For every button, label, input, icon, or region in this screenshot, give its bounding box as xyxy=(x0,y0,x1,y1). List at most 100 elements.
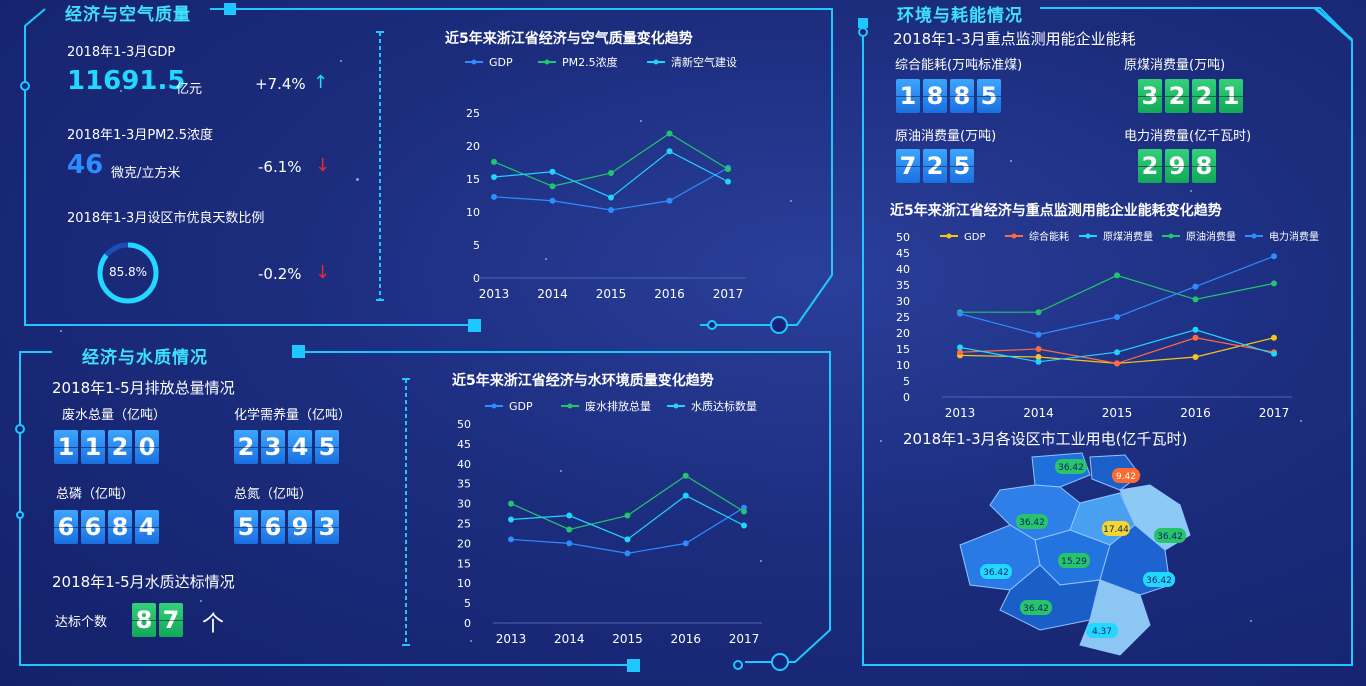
legend-item[interactable]: GDP xyxy=(485,400,533,413)
data-point xyxy=(666,197,673,204)
legend-dot xyxy=(653,59,659,65)
x-tick-label: 2013 xyxy=(945,406,976,420)
digit: 8 xyxy=(1192,149,1216,183)
data-point xyxy=(608,207,614,214)
data-point xyxy=(624,536,631,543)
x-tick-label: 2017 xyxy=(1259,406,1290,420)
data-point xyxy=(666,148,673,155)
total-energy-label: 综合能耗(万吨标准煤) xyxy=(895,58,1023,73)
series-line xyxy=(960,274,1275,313)
x-tick-label: 2015 xyxy=(1102,406,1133,420)
data-point xyxy=(682,492,689,499)
quality-title: 2018年1-5月水质达标情况 xyxy=(52,573,235,591)
days-ring xyxy=(97,242,159,304)
digit: 8 xyxy=(132,603,156,637)
digit: 9 xyxy=(1165,149,1189,183)
nitrogen-digits: 5 6 9 3 xyxy=(234,510,339,544)
digit: 5 xyxy=(234,510,258,544)
y-tick-label: 20 xyxy=(457,537,471,550)
legend-item[interactable]: PM2.5浓度 xyxy=(538,55,618,69)
series-line xyxy=(493,132,729,187)
data-point xyxy=(957,349,963,356)
map-label: 36.42 xyxy=(1016,514,1048,529)
digit: 5 xyxy=(315,430,339,464)
data-point xyxy=(957,344,963,351)
data-point xyxy=(1035,309,1042,316)
data-point xyxy=(741,522,747,529)
data-point xyxy=(666,130,673,137)
coal-digits: 3 2 2 1 xyxy=(1138,79,1243,113)
energy-subtitle: 2018年1-3月重点监测用能企业能耗 xyxy=(893,30,1136,48)
digit: 3 xyxy=(1138,79,1162,113)
digit: 1 xyxy=(896,79,920,113)
water-section-title: 经济与水质情况 xyxy=(82,348,208,368)
legend-item[interactable]: 综合能耗 xyxy=(1005,230,1069,243)
legend-dot xyxy=(1011,233,1017,239)
digit: 2 xyxy=(234,430,258,464)
data-point xyxy=(624,512,631,519)
digit: 2 xyxy=(108,430,132,464)
gdp-unit: 亿元 xyxy=(176,82,203,97)
digit: 2 xyxy=(1192,79,1216,113)
y-tick-label: 0 xyxy=(464,617,471,630)
series-line xyxy=(510,475,745,531)
map-label-text: 15.29 xyxy=(1061,557,1087,567)
data-point xyxy=(725,178,731,185)
legend-item[interactable]: 水质达标数量 xyxy=(667,399,757,413)
legend-item[interactable]: GDP xyxy=(940,232,985,243)
legend-item[interactable]: 清新空气建设 xyxy=(647,55,737,69)
data-point xyxy=(608,170,614,177)
legend-dot xyxy=(946,233,952,239)
y-tick-label: 45 xyxy=(896,247,910,260)
map-label: 4.37 xyxy=(1086,623,1118,638)
legend-item[interactable]: GDP xyxy=(465,56,513,69)
days-value: 85.8% xyxy=(108,265,148,279)
y-tick-label: 5 xyxy=(464,597,471,610)
air-chart-title: 近5年来浙江省经济与空气质量变化趋势 xyxy=(445,31,693,47)
legend-label: 废水排放总量 xyxy=(585,399,651,413)
pm-value: 46 xyxy=(67,150,104,180)
x-tick-label: 2014 xyxy=(537,287,568,301)
data-point xyxy=(1271,334,1277,341)
air-section-title: 经济与空气质量 xyxy=(65,5,191,25)
data-point xyxy=(1114,314,1120,320)
y-tick-label: 15 xyxy=(466,173,480,186)
map-label-text: 4.37 xyxy=(1092,627,1112,637)
legend-label: 综合能耗 xyxy=(1029,230,1069,243)
x-tick-label: 2014 xyxy=(554,632,585,646)
wastewater-label: 废水总量（亿吨） xyxy=(62,408,167,423)
zhejiang-map: 36.42 9.42 36.42 17.44 36.42 15.29 36.42… xyxy=(959,452,1191,656)
data-point xyxy=(491,158,497,165)
y-tick-label: 25 xyxy=(466,107,480,120)
total-energy-digits: 1 8 8 5 xyxy=(896,79,1001,113)
energy-section-title: 环境与耗能情况 xyxy=(897,6,1023,26)
x-tick-label: 2016 xyxy=(670,632,701,646)
legend-item[interactable]: 电力消费量 xyxy=(1245,230,1319,243)
arrow-down-icon: ↓ xyxy=(315,155,331,176)
digit: 8 xyxy=(950,79,974,113)
data-point xyxy=(1271,253,1277,260)
y-tick-label: 35 xyxy=(457,478,471,491)
emission-title: 2018年1-5月排放总量情况 xyxy=(52,379,235,397)
digit: 4 xyxy=(135,510,159,544)
data-point xyxy=(741,508,747,515)
legend-item[interactable]: 原煤消费量 xyxy=(1079,230,1153,243)
digit: 4 xyxy=(288,430,312,464)
data-point xyxy=(1035,346,1042,352)
y-tick-label: 25 xyxy=(896,311,910,324)
legend-item[interactable]: 原油消费量 xyxy=(1162,230,1236,243)
y-tick-label: 10 xyxy=(896,359,910,372)
data-point xyxy=(1114,349,1120,356)
legend-item[interactable]: 废水排放总量 xyxy=(561,399,651,413)
y-tick-label: 20 xyxy=(896,327,910,340)
y-tick-label: 10 xyxy=(466,206,480,219)
digit: 7 xyxy=(159,603,183,637)
x-tick-label: 2017 xyxy=(713,287,744,301)
digit: 5 xyxy=(950,149,974,183)
data-point xyxy=(566,540,573,547)
y-tick-label: 10 xyxy=(457,577,471,590)
legend-dot xyxy=(471,59,477,65)
x-tick-label: 2016 xyxy=(654,287,685,301)
x-tick-label: 2013 xyxy=(496,632,527,646)
